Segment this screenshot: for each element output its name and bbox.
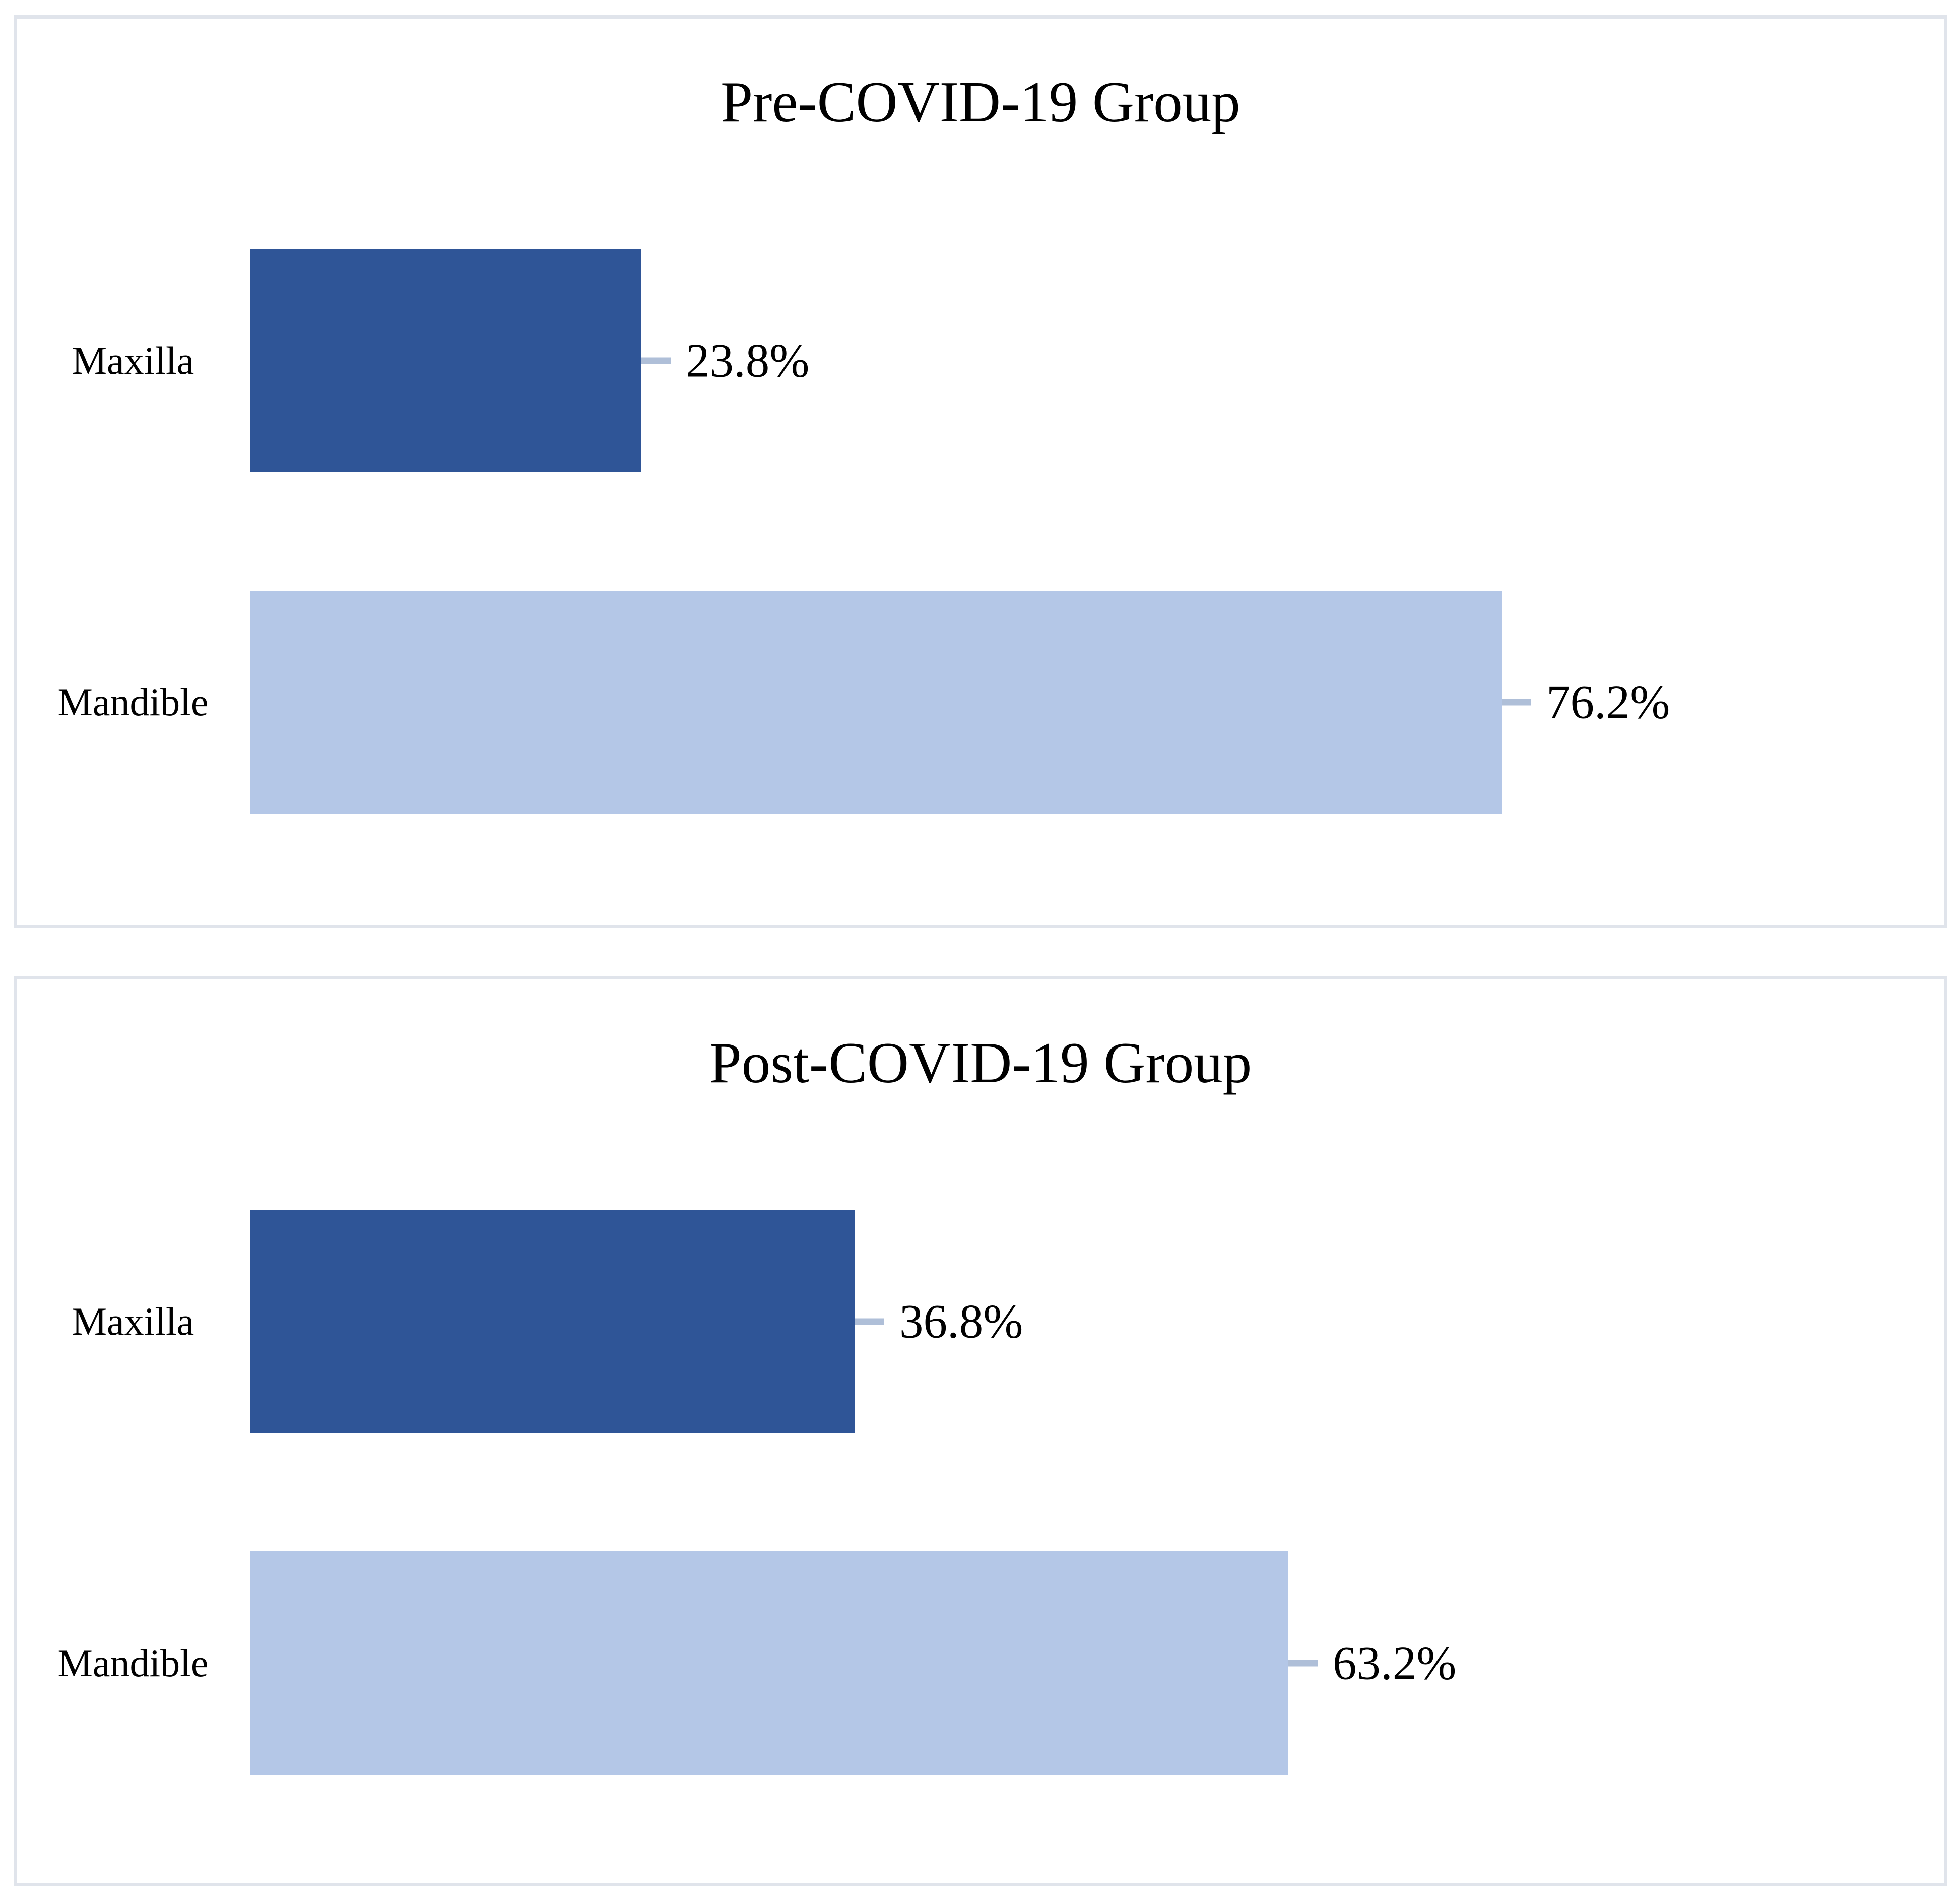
plot-area-post-covid: Maxilla 36.8% Mandible 63.2% <box>17 979 1944 1883</box>
chart-panel-pre-covid: Pre-COVID-19 Group Maxilla 23.8% Mandible 7… <box>14 15 1947 928</box>
leader-line <box>641 357 671 364</box>
bar-row-mandible: Mandible 76.2% <box>17 591 1944 814</box>
bar-maxilla <box>250 1210 855 1433</box>
value-label: 63.2% <box>1333 1636 1457 1689</box>
category-label-maxilla: Maxilla <box>72 1299 194 1343</box>
chart-title-post-covid: Post-COVID-19 Group <box>709 1031 1252 1095</box>
bar-maxilla <box>250 249 641 472</box>
plot-area-pre-covid: Maxilla 23.8% Mandible 76.2% <box>17 19 1944 925</box>
bar-row-maxilla: Maxilla 23.8% <box>17 249 1944 472</box>
value-label: 23.8% <box>686 334 810 387</box>
leader-line <box>1502 699 1531 705</box>
bar-mandible <box>250 591 1502 814</box>
value-label: 76.2% <box>1546 675 1670 729</box>
bar-row-maxilla: Maxilla 36.8% <box>17 1210 1944 1433</box>
bar-mandible <box>250 1551 1288 1775</box>
leader-line <box>855 1318 884 1325</box>
value-label: 36.8% <box>899 1294 1023 1348</box>
leader-line <box>1288 1660 1318 1666</box>
chart-panel-post-covid: Post-COVID-19 Group Maxilla 36.8% Mandible… <box>14 976 1947 1886</box>
chart-title-pre-covid: Pre-COVID-19 Group <box>721 70 1240 134</box>
bar-row-mandible: Mandible 63.2% <box>17 1551 1944 1775</box>
category-label-mandible: Mandible <box>57 1641 209 1685</box>
category-label-mandible: Mandible <box>57 680 209 724</box>
category-label-maxilla: Maxilla <box>72 338 194 382</box>
